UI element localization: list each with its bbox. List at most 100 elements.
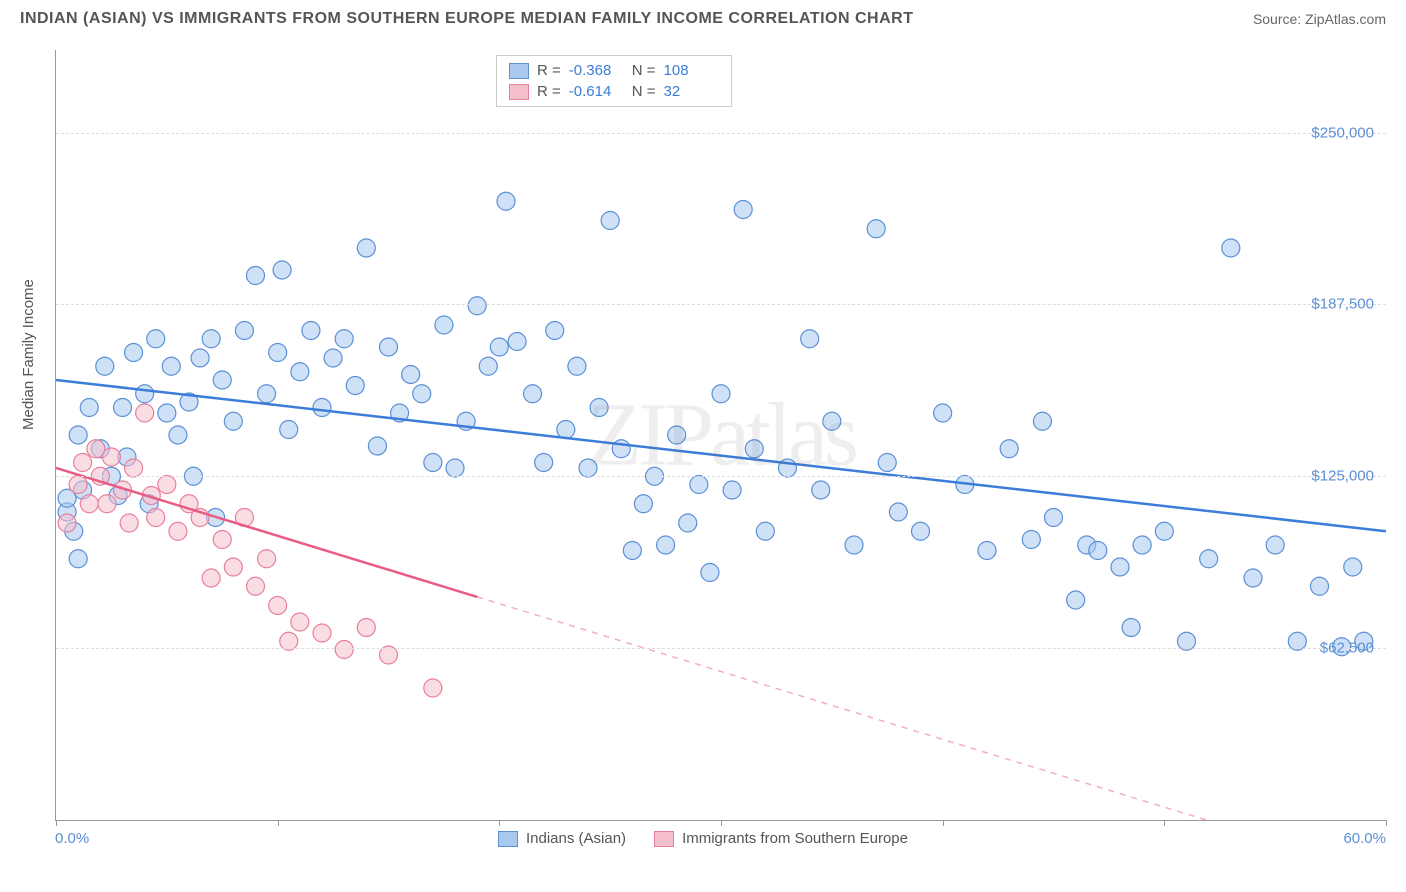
data-point [335, 330, 353, 348]
data-point [280, 421, 298, 439]
data-point [1244, 569, 1262, 587]
data-point [202, 569, 220, 587]
y-tick-label: $187,500 [1311, 296, 1374, 313]
data-point [679, 514, 697, 532]
swatch-icon [654, 831, 674, 847]
data-point [346, 377, 364, 395]
data-point [147, 509, 165, 527]
data-point [136, 385, 154, 403]
data-point [690, 476, 708, 494]
data-point [468, 297, 486, 315]
x-tick [499, 820, 500, 826]
data-point [213, 531, 231, 549]
data-point [136, 404, 154, 422]
data-point [1200, 550, 1218, 568]
data-point [1122, 619, 1140, 637]
data-point [756, 522, 774, 540]
data-point [734, 201, 752, 219]
r-value: -0.614 [569, 83, 624, 100]
data-point [1133, 536, 1151, 554]
data-point [162, 357, 180, 375]
data-point [213, 371, 231, 389]
data-point [269, 597, 287, 615]
data-point [224, 412, 242, 430]
data-point [120, 514, 138, 532]
swatch-icon [498, 831, 518, 847]
data-point [1222, 239, 1240, 257]
data-point [380, 338, 398, 356]
data-point [601, 212, 619, 230]
n-value: 108 [664, 62, 719, 79]
gridline [56, 648, 1386, 649]
data-point [80, 399, 98, 417]
data-point [69, 550, 87, 568]
data-point [224, 558, 242, 576]
legend-item: Immigrants from Southern Europe [654, 830, 908, 847]
data-point [69, 426, 87, 444]
data-point [191, 349, 209, 367]
y-axis-label: Median Family Income [20, 279, 37, 430]
x-tick [56, 820, 57, 826]
data-point [590, 399, 608, 417]
gridline [56, 133, 1386, 134]
data-point [1022, 531, 1040, 549]
data-point [546, 322, 564, 340]
n-value: 32 [664, 83, 719, 100]
data-point [1344, 558, 1362, 576]
data-point [934, 404, 952, 422]
gridline [56, 304, 1386, 305]
data-point [889, 503, 907, 521]
data-point [158, 476, 176, 494]
x-tick [721, 820, 722, 826]
data-point [302, 322, 320, 340]
y-tick-label: $125,000 [1311, 468, 1374, 485]
y-tick-label: $62,500 [1320, 640, 1374, 657]
data-point [114, 399, 132, 417]
data-point [158, 404, 176, 422]
data-point [402, 366, 420, 384]
legend-item: Indians (Asian) [498, 830, 626, 847]
y-tick-label: $250,000 [1311, 124, 1374, 141]
data-point [435, 316, 453, 334]
n-label: N = [632, 83, 656, 100]
data-point [1033, 412, 1051, 430]
data-point [878, 454, 896, 472]
data-point [801, 330, 819, 348]
data-point [169, 426, 187, 444]
correlation-legend: R = -0.368 N = 108 R = -0.614 N = 32 [496, 55, 732, 107]
data-point [80, 495, 98, 513]
data-point [313, 399, 331, 417]
data-point [258, 385, 276, 403]
data-point [235, 322, 253, 340]
trend-line-dashed [477, 597, 1386, 820]
legend-row: R = -0.614 N = 32 [509, 81, 719, 102]
data-point [335, 641, 353, 659]
gridline [56, 476, 1386, 477]
legend-label: Indians (Asian) [526, 830, 626, 847]
swatch-icon [509, 84, 529, 100]
legend-row: R = -0.368 N = 108 [509, 60, 719, 81]
data-point [424, 454, 442, 472]
data-point [845, 536, 863, 554]
data-point [912, 522, 930, 540]
data-point [273, 261, 291, 279]
data-point [147, 330, 165, 348]
x-tick [943, 820, 944, 826]
swatch-icon [509, 63, 529, 79]
r-value: -0.368 [569, 62, 624, 79]
data-point [368, 437, 386, 455]
trend-line [56, 468, 477, 597]
r-label: R = [537, 83, 561, 100]
data-point [508, 333, 526, 351]
chart-header: INDIAN (ASIAN) VS IMMIGRANTS FROM SOUTHE… [0, 0, 1406, 28]
data-point [557, 421, 575, 439]
data-point [668, 426, 686, 444]
data-point [102, 448, 120, 466]
data-point [657, 536, 675, 554]
chart-source: Source: ZipAtlas.com [1253, 11, 1386, 27]
data-point [98, 495, 116, 513]
data-point [1266, 536, 1284, 554]
data-point [413, 385, 431, 403]
data-point [1000, 440, 1018, 458]
data-point [568, 357, 586, 375]
